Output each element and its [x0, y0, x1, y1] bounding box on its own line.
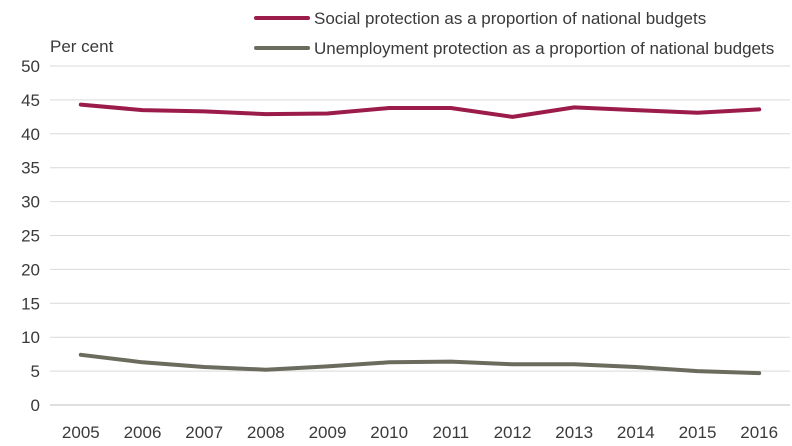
- y-tick-label: 30: [21, 193, 40, 212]
- y-tick-label: 40: [21, 125, 40, 144]
- x-tick-label: 2009: [309, 423, 347, 442]
- y-axis-ticks: 0 5 10 15 20 25 30 35 40 45 50: [21, 57, 40, 415]
- gridlines: [50, 65, 790, 406]
- legend-label-2: Unemployment protection as a proportion …: [314, 39, 774, 58]
- y-tick-label: 5: [31, 362, 40, 381]
- legend-label-1: Social protection as a proportion of nat…: [314, 9, 706, 28]
- x-tick-label: 2015: [679, 423, 717, 442]
- x-tick-label: 2012: [494, 423, 532, 442]
- series-line-1: [78, 102, 762, 119]
- y-tick-label: 25: [21, 227, 40, 246]
- y-axis-title: Per cent: [50, 37, 114, 56]
- y-tick-label: 10: [21, 328, 40, 347]
- x-tick-label: 2013: [555, 423, 593, 442]
- x-tick-label: 2006: [124, 423, 162, 442]
- series-line-2: [78, 352, 762, 376]
- y-tick-label: 0: [31, 396, 40, 415]
- legend: Social protection as a proportion of nat…: [254, 9, 774, 58]
- x-tick-label: 2005: [62, 423, 100, 442]
- x-axis-ticks: 2005 2006 2007 2008 2009 2010 2011 2012 2013 2014…: [62, 423, 778, 442]
- y-tick-label: 45: [21, 91, 40, 110]
- x-tick-label: 2016: [740, 423, 778, 442]
- y-tick-label: 20: [21, 260, 40, 279]
- x-tick-label: 2010: [370, 423, 408, 442]
- x-tick-label: 2008: [247, 423, 285, 442]
- y-tick-label: 15: [21, 294, 40, 313]
- x-tick-label: 2011: [433, 423, 470, 442]
- x-tick-label: 2014: [617, 423, 655, 442]
- x-tick-label: 2007: [185, 423, 223, 442]
- series-layer: [78, 102, 762, 376]
- y-tick-label: 50: [21, 57, 40, 76]
- y-tick-label: 35: [21, 159, 40, 178]
